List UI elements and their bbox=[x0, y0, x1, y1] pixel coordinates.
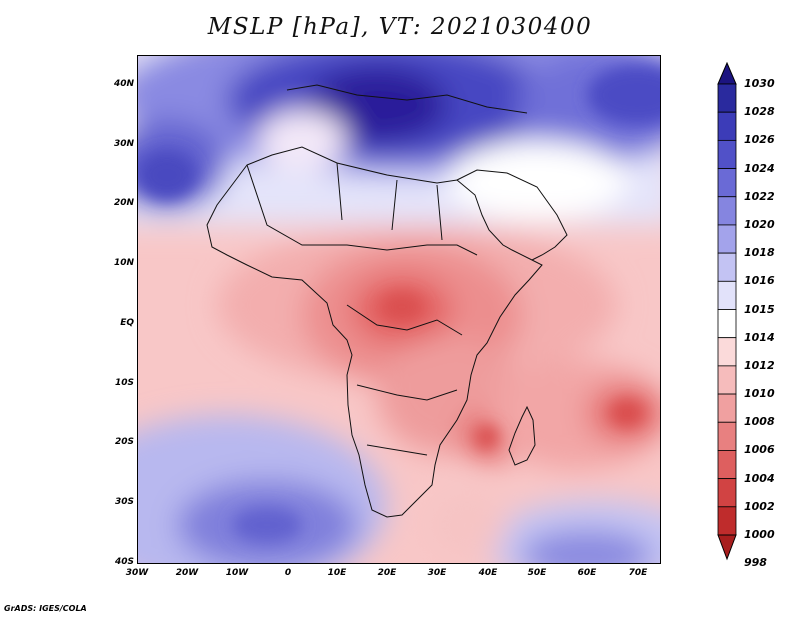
colorbar-swatch bbox=[717, 506, 737, 536]
colorbar-label: 998 bbox=[744, 556, 767, 570]
coastlines bbox=[206, 84, 568, 518]
lon-label-20e: 20E bbox=[377, 568, 397, 578]
map-title: MSLP [hPa], VT: 2021030400 bbox=[207, 14, 593, 40]
colorbar-label: 1018 bbox=[744, 246, 775, 260]
credit-text: GrADS: IGES/COLA bbox=[4, 604, 87, 613]
colorbar-label: 1008 bbox=[744, 415, 775, 429]
colorbar-bottom-arrow bbox=[717, 534, 737, 561]
colorbar-label: 1024 bbox=[744, 161, 775, 175]
colorbar-label: 1026 bbox=[744, 133, 775, 147]
lat-label-40s: 40S bbox=[114, 557, 134, 567]
colorbar-swatch bbox=[717, 337, 737, 367]
lon-label-50e: 50E bbox=[527, 568, 547, 578]
lat-label-10s: 10S bbox=[114, 378, 134, 388]
colorbar-label: 1002 bbox=[744, 499, 775, 513]
lon-label-10w: 10W bbox=[225, 568, 249, 578]
lat-label-10n: 10N bbox=[113, 258, 134, 268]
lon-label-70e: 70E bbox=[628, 568, 648, 578]
lat-label-40n: 40N bbox=[113, 79, 134, 89]
colorbar-swatch bbox=[717, 168, 737, 198]
lon-label-10e: 10E bbox=[327, 568, 347, 578]
colorbar-label: 1010 bbox=[744, 387, 775, 401]
pressure-field-detail bbox=[137, 65, 661, 543]
colorbar-label: 1020 bbox=[744, 217, 775, 231]
lat-label-30n: 30N bbox=[113, 139, 134, 149]
colorbar-label: 1012 bbox=[744, 358, 775, 372]
colorbar-swatch bbox=[717, 252, 737, 282]
colorbar-label: 1000 bbox=[744, 528, 775, 541]
lat-label-20n: 20N bbox=[113, 198, 134, 208]
lat-label-30s: 30S bbox=[114, 497, 134, 507]
lat-label-20s: 20S bbox=[114, 437, 134, 447]
lon-label-40e: 40E bbox=[478, 568, 498, 578]
colorbar-swatch bbox=[717, 365, 737, 395]
lon-label-0: 0 bbox=[284, 568, 292, 578]
colorbar-label: 1030 bbox=[744, 77, 775, 90]
colorbar-swatch bbox=[717, 111, 737, 141]
colorbar-swatch bbox=[717, 478, 737, 508]
lon-label-30w: 30W bbox=[125, 568, 149, 578]
colorbar-label: 1004 bbox=[744, 471, 775, 485]
pressure-map bbox=[137, 55, 661, 564]
colorbar-label: 1006 bbox=[744, 443, 775, 457]
colorbar-swatch bbox=[717, 421, 737, 451]
colorbar-label: 1028 bbox=[744, 105, 775, 119]
lat-label-eq: EQ bbox=[120, 318, 134, 328]
colorbar-label: 1015 bbox=[744, 302, 775, 316]
colorbar bbox=[717, 62, 737, 561]
colorbar-swatch bbox=[717, 280, 737, 310]
colorbar-swatch bbox=[717, 393, 737, 423]
lon-label-20w: 20W bbox=[175, 568, 199, 578]
colorbar-swatch bbox=[717, 224, 737, 254]
colorbar-swatch bbox=[717, 83, 737, 113]
colorbar-label: 1014 bbox=[744, 330, 775, 344]
lon-label-60e: 60E bbox=[577, 568, 597, 578]
colorbar-label: 1016 bbox=[744, 274, 775, 288]
colorbar-swatch bbox=[717, 309, 737, 339]
colorbar-swatch bbox=[717, 196, 737, 226]
colorbar-swatch bbox=[717, 450, 737, 480]
lon-label-30e: 30E bbox=[427, 568, 447, 578]
colorbar-label: 1022 bbox=[744, 189, 775, 203]
colorbar-top-arrow bbox=[717, 62, 737, 85]
colorbar-swatch bbox=[717, 139, 737, 169]
